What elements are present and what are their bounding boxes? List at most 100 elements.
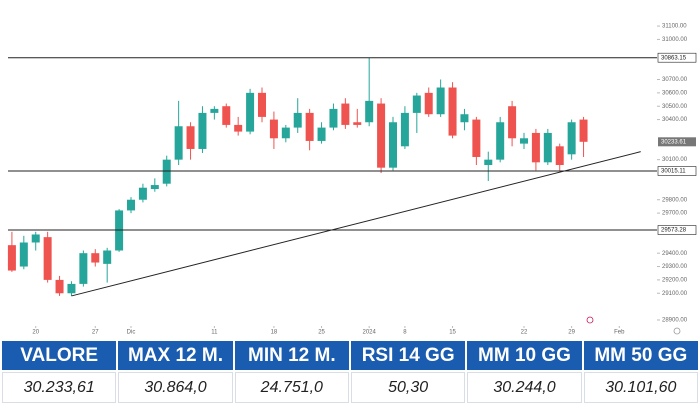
candle-body — [127, 199, 135, 211]
candle-body — [150, 185, 159, 190]
candle-body — [389, 122, 397, 168]
candle-body — [19, 242, 28, 267]
candle-body — [520, 138, 528, 144]
candle-body — [7, 245, 16, 271]
x-tick-label: 25 — [318, 330, 325, 336]
candle-body — [484, 159, 493, 165]
x-tick-label: 8 — [403, 330, 407, 336]
candle-body — [293, 112, 302, 128]
y-tick-label: 29200.00 — [662, 277, 688, 283]
stat-value: 30.244,0 — [467, 372, 582, 403]
x-tick-label: 11 — [211, 330, 218, 336]
level-label: 29573.28 — [661, 228, 687, 234]
y-tick-label: 30700.00 — [662, 77, 688, 83]
candle-body — [472, 119, 481, 157]
stat-header: MM 10 GG — [467, 341, 582, 370]
candle-body — [222, 106, 231, 125]
x-tick-label: 18 — [271, 330, 278, 336]
candle-body — [79, 253, 88, 284]
candle-body — [567, 122, 576, 155]
y-tick-label: 30100.00 — [662, 157, 688, 163]
x-tick-label: 22 — [521, 330, 528, 336]
y-tick-label: 30400.00 — [662, 117, 688, 123]
level-label: 30015.11 — [661, 169, 686, 175]
stat-column: RSI 14 GG 50,30 — [350, 341, 466, 403]
candle-body — [67, 283, 76, 294]
stat-column: MIN 12 M. 24.751,0 — [234, 341, 349, 403]
x-tick-label: 29 — [568, 330, 575, 336]
candle-body — [400, 112, 409, 147]
stat-value: 30.101,60 — [583, 372, 698, 403]
candle-body — [31, 234, 40, 243]
candle-body — [365, 100, 374, 123]
y-tick-label: 31100.00 — [662, 24, 687, 30]
stat-header: MM 50 GG — [583, 341, 698, 370]
candle-body — [103, 250, 112, 264]
stat-header: VALORE — [2, 341, 117, 370]
stat-column: MAX 12 M. 30.864,0 — [118, 341, 233, 403]
stat-header: MAX 12 M. — [118, 341, 233, 370]
x-tick-label: 15 — [449, 330, 456, 336]
x-tick-label: 27 — [92, 330, 99, 336]
candle-body — [281, 127, 290, 139]
candle-body — [579, 119, 588, 142]
level-label-box — [657, 52, 697, 63]
x-tick-label: 2024 — [363, 330, 377, 336]
y-tick-label: 29300.00 — [662, 264, 688, 270]
stat-value: 24.751,0 — [234, 372, 349, 403]
candle-body — [269, 119, 278, 139]
candle-body — [555, 146, 564, 165]
stat-column: MM 10 GG 30.244,0 — [467, 341, 582, 403]
candle-body — [412, 95, 421, 113]
candle-body — [234, 124, 243, 132]
level-label-box — [657, 225, 697, 235]
candle-body — [496, 122, 505, 160]
candle-body — [508, 106, 517, 139]
y-tick-label: 29700.00 — [662, 211, 688, 217]
stat-value: 30.233,61 — [2, 372, 117, 403]
candle-body — [460, 114, 469, 123]
y-tick-label: 30500.00 — [662, 104, 688, 110]
level-label: 30863.15 — [661, 55, 687, 61]
y-tick-label: 31000.00 — [662, 37, 688, 43]
stats-table: VALORE 30.233,61 MAX 12 M. 30.864,0 MIN 12 M… — [0, 341, 700, 403]
y-tick-label: 30600.00 — [662, 90, 688, 96]
last-price-box — [658, 137, 696, 147]
candle-body — [543, 132, 552, 163]
x-tick-label: Dic — [127, 330, 136, 336]
candle-body — [448, 87, 457, 136]
chart: 31100.00 31000.00 30700.00 30600.00 30500.00… — [7, 24, 697, 336]
y-tick-label: 29100.00 — [662, 291, 688, 297]
stat-column: VALORE 30.233,61 — [2, 341, 117, 403]
trend-line — [71, 151, 641, 297]
candle-body — [424, 92, 433, 115]
candle-body — [138, 187, 147, 200]
candle-body — [305, 112, 314, 141]
stat-header: RSI 14 GG — [350, 341, 466, 370]
settings-icon — [673, 327, 681, 335]
candle-body — [531, 132, 540, 163]
candle-body — [329, 108, 338, 128]
stat-header: MIN 12 M. — [234, 341, 349, 370]
y-tick-label: 28900.00 — [662, 318, 688, 324]
y-tick-label: 29800.00 — [662, 197, 688, 203]
candle-body — [43, 237, 52, 280]
goto-icon — [586, 316, 594, 324]
candle-body — [353, 122, 362, 125]
x-tick-label: Feb — [614, 330, 625, 336]
level-label-box — [657, 166, 697, 176]
y-tick-label: 29400.00 — [662, 251, 688, 257]
candle-body — [377, 103, 386, 168]
candle-body — [198, 112, 207, 149]
candle-body — [258, 92, 266, 117]
candle-body — [317, 127, 326, 141]
candle-body — [210, 108, 219, 113]
candle-body — [55, 279, 64, 294]
stat-value: 50,30 — [350, 372, 466, 403]
stat-column: MM 50 GG 30.101,60 — [583, 341, 698, 403]
x-tick-label: 20 — [32, 330, 39, 336]
candle-body — [186, 126, 195, 149]
stat-value: 30.864,0 — [118, 372, 233, 403]
candle-body — [436, 87, 445, 115]
